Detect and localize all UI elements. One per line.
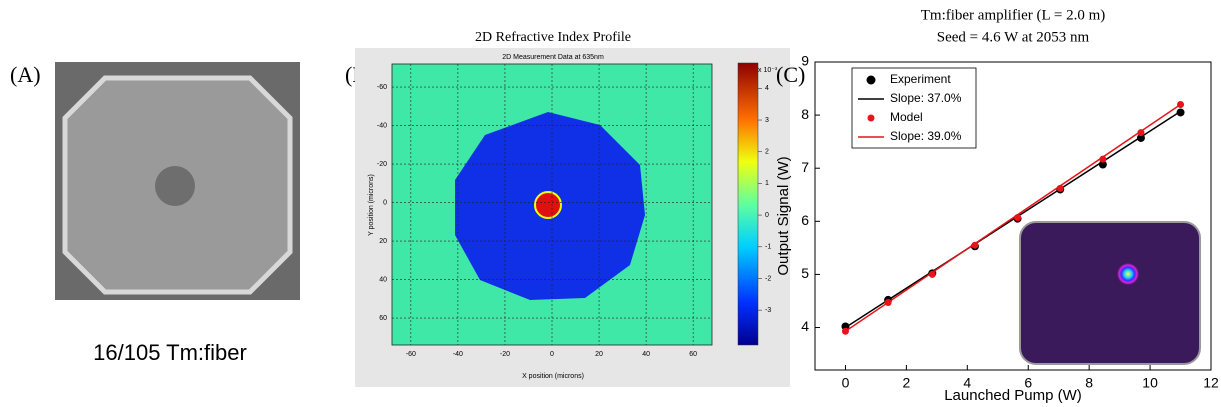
panel-label: (A) <box>10 62 41 87</box>
colorbar-tick-label: 0 <box>765 212 769 219</box>
inner-title: 2D Measurement Data at 635nm <box>502 54 604 61</box>
y-axis-label: Output Signal (W) <box>775 156 792 275</box>
colorbar <box>738 63 758 345</box>
x-tick-label: 8 <box>1085 375 1093 391</box>
legend-swatch <box>868 115 875 122</box>
x-tick-label: 4 <box>963 375 971 391</box>
x-tick-label: 6 <box>1024 375 1032 391</box>
x-tick-label: 20 <box>595 351 603 358</box>
x-tick-label: 40 <box>642 351 650 358</box>
inset-image <box>1020 222 1200 364</box>
y-tick-label: 9 <box>801 53 809 69</box>
legend-label: Slope: 39.0% <box>890 129 962 143</box>
x-tick-label: -20 <box>500 351 510 358</box>
x-tick-label: 12 <box>1203 375 1219 391</box>
y-tick-label: 7 <box>801 159 809 175</box>
legend-label: Experiment <box>890 72 951 86</box>
y-tick-label: 6 <box>801 212 809 228</box>
x-tick-label: -40 <box>453 351 463 358</box>
y-tick-label: -20 <box>377 161 387 168</box>
legend-label: Slope: 37.0% <box>890 91 962 105</box>
y-tick-label: 5 <box>801 265 809 281</box>
beam-spot <box>1117 263 1139 285</box>
chart-title: Tm:fiber amplifier (L = 2.0 m) <box>921 7 1106 23</box>
colorbar-tick-label: 2 <box>765 149 769 156</box>
colorbar-tick-label: -2 <box>765 275 771 282</box>
colorbar-tick-label: -3 <box>765 307 771 314</box>
y-axis-label: Y position (microns) <box>368 174 375 236</box>
legend: Experiment Slope: 37.0% Model Slope: 39.0% <box>852 68 976 148</box>
colorbar-tick-label: 1 <box>765 180 769 187</box>
y-tick-label: 20 <box>379 238 387 245</box>
y-tick-label: 8 <box>801 106 809 122</box>
page: (A) 16/105 Tm:fiber (B) 2D Refractive In… <box>0 0 1221 407</box>
chart-subtitle: Seed = 4.6 W at 2053 nm <box>937 29 1090 45</box>
core-region <box>535 192 561 218</box>
y-tick-label: -60 <box>377 84 387 91</box>
x-tick-label: 2 <box>902 375 910 391</box>
legend-swatch <box>867 76 876 85</box>
x-tick-label: 60 <box>689 351 697 358</box>
y-tick-label: 40 <box>379 276 387 283</box>
fiber-core <box>155 166 195 206</box>
colorbar-tick-label: 4 <box>765 85 769 92</box>
x-tick-label: 0 <box>842 375 850 391</box>
y-tick-label: 0 <box>383 199 387 206</box>
beam-inset <box>1020 222 1200 364</box>
y-tick-label: 60 <box>379 315 387 322</box>
legend-label: Model <box>890 110 923 124</box>
x-tick-label: 10 <box>1142 375 1158 391</box>
caption: 16/105 Tm:fiber <box>93 340 247 365</box>
y-tick-label: 4 <box>801 318 809 334</box>
x-tick-label: -60 <box>406 351 416 358</box>
colorbar-tick-label: -1 <box>765 244 771 251</box>
x-tick-label: 0 <box>550 351 554 358</box>
colorbar-tick-label: 3 <box>765 117 769 124</box>
colorbar-unit: x 10⁻³ <box>758 67 778 74</box>
x-axis-label: X position (microns) <box>522 373 584 380</box>
y-tick-label: -40 <box>377 122 387 129</box>
figure: (A) 16/105 Tm:fiber (B) 2D Refractive In… <box>0 0 1221 407</box>
panel-title: 2D Refractive Index Profile <box>475 30 631 45</box>
